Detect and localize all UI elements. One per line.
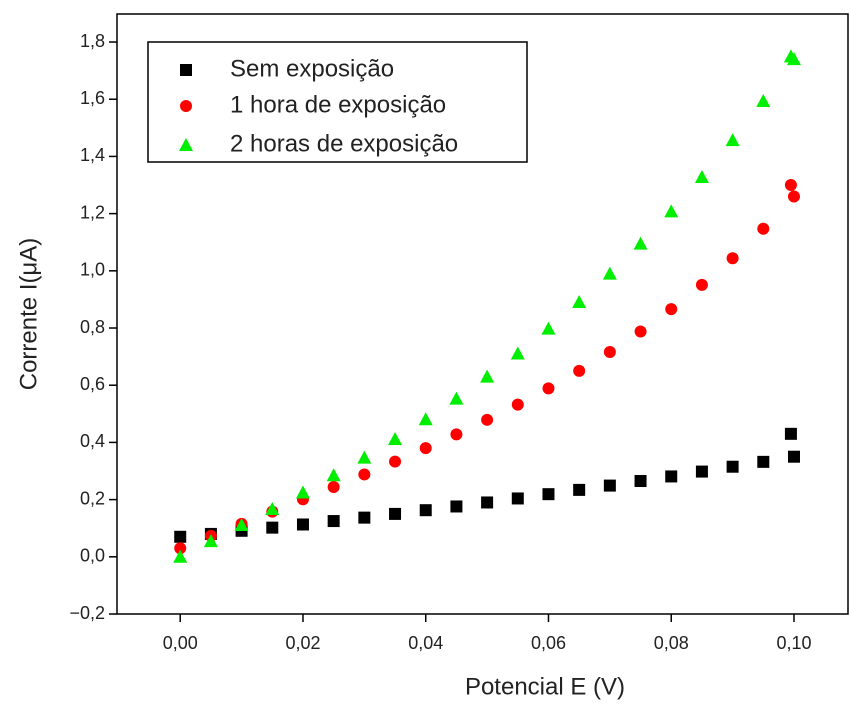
marker-square — [389, 507, 402, 520]
marker-square — [327, 515, 340, 528]
marker-circle — [511, 398, 524, 411]
x-tick-label: 0,10 — [776, 633, 811, 653]
marker-triangle — [295, 485, 310, 499]
marker-square — [726, 460, 739, 473]
marker-triangle — [357, 450, 372, 464]
marker-triangle — [234, 518, 249, 532]
marker-circle — [665, 303, 678, 316]
y-tick-label: 0,4 — [80, 431, 105, 451]
y-tick-label: 1,2 — [80, 202, 105, 222]
marker-circle — [757, 222, 770, 235]
y-tick-label: −0,2 — [69, 603, 105, 623]
marker-triangle — [418, 412, 433, 426]
marker-circle — [634, 325, 647, 338]
y-tick-label: 0,6 — [80, 374, 105, 394]
y-tick-label: 1,8 — [80, 31, 105, 51]
marker-square — [573, 483, 586, 496]
marker-triangle — [449, 391, 464, 405]
x-tick-label: 0,00 — [163, 633, 198, 653]
marker-square — [634, 475, 647, 488]
legend-label: Sem exposição — [230, 55, 394, 82]
marker-circle — [389, 455, 402, 468]
marker-circle — [358, 468, 371, 481]
y-tick-label: 1,4 — [80, 145, 105, 165]
marker-square — [757, 455, 770, 468]
marker-square — [419, 504, 432, 517]
marker-square — [450, 500, 463, 513]
x-tick-label: 0,08 — [654, 633, 689, 653]
marker-triangle — [725, 133, 740, 147]
marker-triangle — [756, 93, 771, 107]
marker-circle — [787, 190, 800, 203]
marker-circle — [784, 179, 797, 192]
marker-circle — [419, 442, 432, 455]
marker-triangle — [179, 138, 193, 151]
marker-square — [266, 521, 279, 534]
marker-square — [174, 530, 187, 543]
marker-triangle — [664, 204, 679, 218]
marker-circle — [726, 252, 739, 265]
x-tick-label: 0,06 — [531, 633, 566, 653]
marker-square — [296, 518, 309, 531]
marker-square — [542, 488, 555, 501]
marker-square — [481, 496, 494, 509]
marker-triangle — [602, 266, 617, 280]
marker-triangle — [173, 549, 188, 563]
y-axis-label: Corrente I(μA) — [15, 238, 42, 391]
marker-square — [358, 511, 371, 524]
marker-triangle — [326, 468, 341, 482]
marker-circle — [180, 100, 192, 112]
legend-label: 2 horas de exposição — [230, 130, 458, 157]
plot-frame — [116, 13, 849, 615]
marker-square — [603, 479, 616, 492]
marker-square — [787, 450, 800, 463]
marker-triangle — [572, 294, 587, 308]
marker-circle — [450, 428, 463, 441]
marker-circle — [174, 542, 187, 555]
marker-circle — [695, 278, 708, 291]
marker-circle — [573, 364, 586, 377]
y-tick-label: 1,6 — [80, 88, 105, 108]
marker-square — [665, 470, 678, 483]
marker-circle — [327, 481, 340, 494]
marker-circle — [542, 382, 555, 395]
marker-square — [695, 465, 708, 478]
marker-square — [784, 427, 797, 440]
marker-triangle — [633, 236, 648, 250]
marker-triangle — [203, 534, 218, 548]
legend-label: 1 hora de exposição — [230, 91, 446, 118]
marker-triangle — [388, 431, 403, 445]
marker-triangle — [541, 321, 556, 335]
marker-triangle — [480, 369, 495, 383]
y-tick-label: 0,8 — [80, 317, 105, 337]
marker-triangle — [783, 49, 798, 63]
x-tick-label: 0,04 — [408, 633, 443, 653]
x-axis-label: Potencial E (V) — [465, 673, 625, 700]
marker-triangle — [510, 346, 525, 360]
y-tick-label: 1,0 — [80, 260, 105, 280]
marker-square — [511, 492, 524, 505]
y-tick-label: 0,0 — [80, 546, 105, 566]
marker-circle — [603, 346, 616, 359]
marker-triangle — [694, 170, 709, 184]
y-tick-label: 0,2 — [80, 488, 105, 508]
marker-square — [180, 64, 192, 76]
legend-box — [147, 41, 528, 163]
marker-triangle — [265, 502, 280, 516]
x-tick-label: 0,02 — [285, 633, 320, 653]
marker-circle — [481, 413, 494, 426]
